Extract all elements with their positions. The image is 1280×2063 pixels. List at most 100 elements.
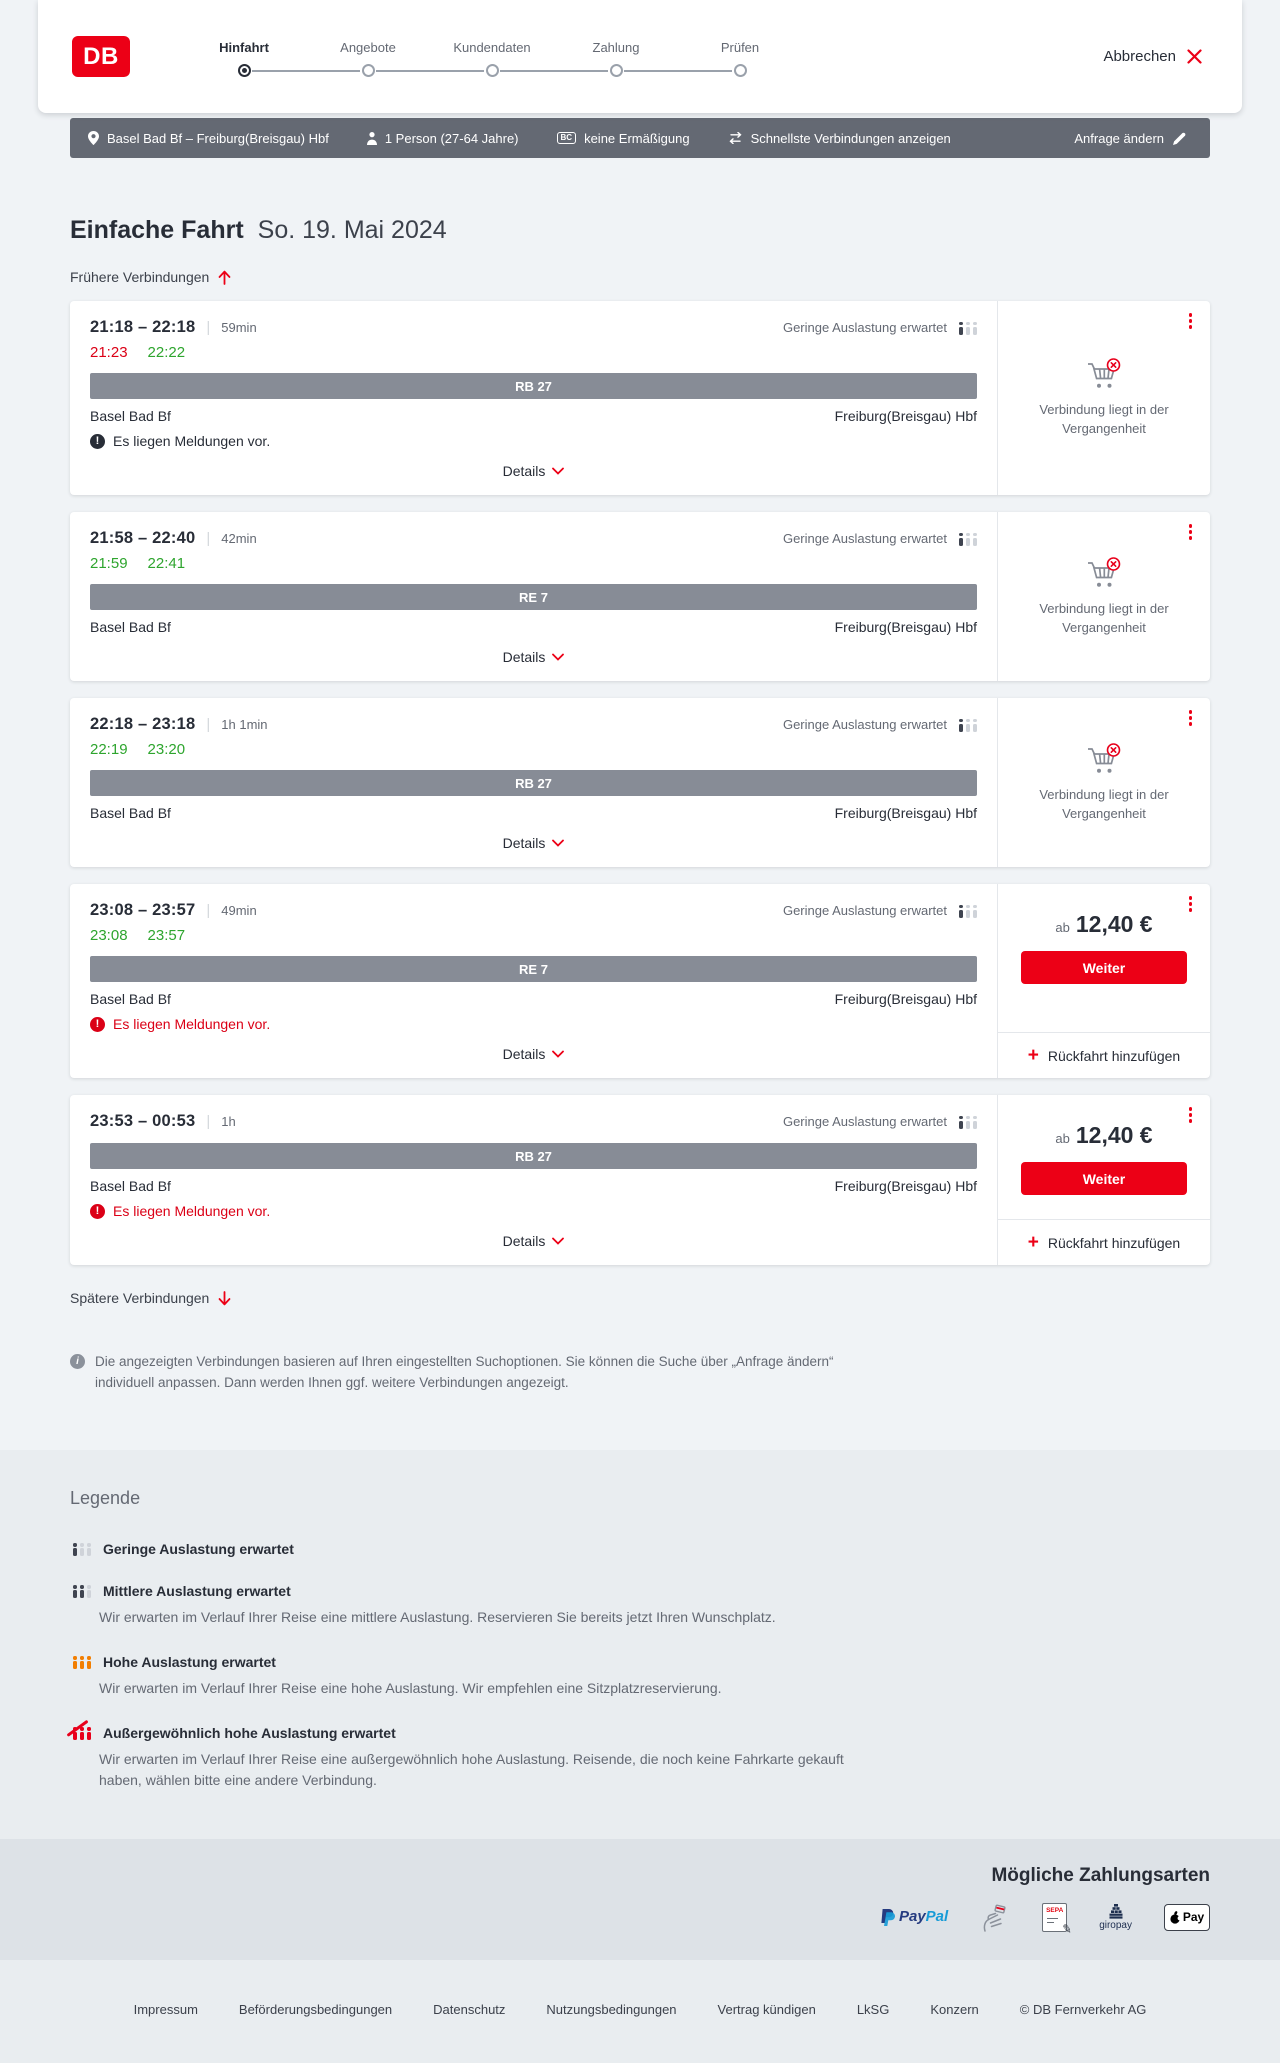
chevron-down-icon bbox=[552, 467, 565, 475]
kebab-menu-button[interactable] bbox=[1186, 521, 1196, 543]
past-connection-text: Verbindung liegt in der Vergangenheit bbox=[1039, 786, 1169, 821]
details-button[interactable]: Details bbox=[497, 831, 571, 855]
footer-link[interactable]: Konzern bbox=[930, 2001, 979, 2017]
plus-icon: + bbox=[1027, 1044, 1039, 1066]
occupancy-label: Geringe Auslastung erwartet bbox=[782, 531, 947, 546]
departure-station: Basel Bad Bf bbox=[90, 619, 171, 635]
service-message-text: Es liegen Meldungen vor. bbox=[113, 1203, 271, 1219]
service-message-text: Es liegen Meldungen vor. bbox=[113, 1016, 271, 1032]
details-button[interactable]: Details bbox=[497, 459, 571, 483]
footer-link[interactable]: Datenschutz bbox=[433, 2001, 506, 2017]
past-connection-note: Verbindung liegt in der Vergangenheit bbox=[998, 512, 1210, 681]
connection-time-range: 21:18 – 22:18 bbox=[90, 318, 196, 336]
connection-duration: 42min bbox=[221, 531, 257, 546]
connection-list: 21:18 – 22:18 | 59min Geringe Auslastung… bbox=[70, 301, 1210, 1265]
service-message-text: Es liegen Meldungen vor. bbox=[113, 433, 271, 449]
kebab-menu-button[interactable] bbox=[1186, 1104, 1196, 1126]
connection-side-panel: ab 12,40 € Weiter + Rückfahrt hinzufügen bbox=[997, 1095, 1210, 1265]
step-dot-icon bbox=[361, 64, 375, 77]
service-message: ! Es liegen Meldungen vor. bbox=[90, 433, 977, 449]
train-label: RE 7 bbox=[519, 589, 548, 605]
price-prefix: ab bbox=[1055, 1131, 1070, 1146]
train-line-bar: RB 27 bbox=[90, 770, 977, 796]
alert-icon: ! bbox=[90, 433, 105, 449]
actual-time: 21:23 bbox=[90, 344, 128, 361]
paypal-icon bbox=[881, 1908, 895, 1926]
connection-time-range: 23:08 – 23:57 bbox=[90, 901, 196, 919]
main-content: Einfache Fahrt So. 19. Mai 2024 Frühere … bbox=[0, 216, 1280, 1394]
connection-time-range: 22:18 – 23:18 bbox=[90, 715, 196, 733]
stepper-step[interactable]: Zahlung bbox=[554, 40, 732, 77]
add-return-button[interactable]: + Rückfahrt hinzufügen bbox=[1022, 1233, 1186, 1252]
edit-request-button[interactable]: Anfrage ändern bbox=[1068, 130, 1192, 147]
actual-time: 23:20 bbox=[147, 741, 186, 758]
stepper-step[interactable]: Kundendaten bbox=[430, 40, 608, 77]
edit-request-label: Anfrage ändern bbox=[1074, 130, 1164, 146]
step-label: Prüfen bbox=[720, 40, 760, 55]
route-text: Basel Bad Bf – Freiburg(Breisgau) Hbf bbox=[107, 130, 329, 146]
arrival-station: Freiburg(Breisgau) Hbf bbox=[834, 991, 977, 1007]
departure-station: Basel Bad Bf bbox=[90, 991, 171, 1007]
occupancy-icon bbox=[70, 1726, 91, 1740]
divider: | bbox=[206, 716, 211, 733]
journey-summary-bar: Basel Bad Bf – Freiburg(Breisgau) Hbf 1 … bbox=[70, 118, 1210, 158]
footer-link[interactable]: Beförderungsbedingungen bbox=[238, 2001, 393, 2017]
pencil-icon bbox=[1173, 132, 1186, 145]
past-connection-note: Verbindung liegt in der Vergangenheit bbox=[998, 301, 1210, 495]
passenger-text: 1 Person (27-64 Jahre) bbox=[384, 130, 519, 146]
legend-items: Geringe Auslastung erwartet Mittlere Aus… bbox=[70, 1541, 1210, 1791]
cart-unavailable-icon bbox=[1088, 742, 1121, 773]
chevron-down-icon bbox=[552, 839, 565, 847]
kebab-menu-button[interactable] bbox=[1186, 893, 1196, 915]
details-button[interactable]: Details bbox=[497, 645, 571, 669]
legend-item: Außergewöhnlich hohe Auslastung erwartet… bbox=[70, 1725, 1210, 1791]
arrival-station: Freiburg(Breisgau) Hbf bbox=[834, 805, 977, 821]
bahncard-icon: BC bbox=[556, 131, 577, 145]
legend-item-title: Hohe Auslastung erwartet bbox=[103, 1653, 276, 1670]
service-message: ! Es liegen Meldungen vor. bbox=[90, 1016, 977, 1032]
actual-time: 23:57 bbox=[147, 927, 186, 944]
info-icon: i bbox=[70, 1354, 85, 1369]
departure-station: Basel Bad Bf bbox=[90, 1178, 171, 1194]
cancel-button[interactable]: Abbrechen bbox=[1097, 47, 1208, 66]
step-dot-icon bbox=[485, 64, 499, 77]
stepper: Hinfahrt Angebote Kundendaten Zahlung Pr… bbox=[182, 40, 802, 77]
details-label: Details bbox=[502, 1233, 546, 1249]
kebab-menu-button[interactable] bbox=[1186, 310, 1196, 332]
chevron-down-icon bbox=[552, 1050, 565, 1058]
add-return-button[interactable]: + Rückfahrt hinzufügen bbox=[1022, 1046, 1186, 1065]
occupancy-icon bbox=[70, 1584, 91, 1598]
app-header: DB Hinfahrt Angebote Kundendaten Zahlung… bbox=[38, 0, 1242, 113]
location-pin-icon bbox=[88, 131, 99, 145]
connection-card: 23:08 – 23:57 | 49min Geringe Auslastung… bbox=[70, 884, 1210, 1078]
db-logo[interactable]: DB bbox=[72, 36, 130, 77]
continue-button[interactable]: Weiter bbox=[1021, 1162, 1187, 1195]
stepper-step[interactable]: Hinfahrt bbox=[182, 40, 360, 77]
occupancy-label: Geringe Auslastung erwartet bbox=[782, 717, 947, 732]
footer-link[interactable]: Vertrag kündigen bbox=[717, 2001, 816, 2017]
kebab-menu-button[interactable] bbox=[1186, 707, 1196, 729]
details-button[interactable]: Details bbox=[497, 1229, 571, 1253]
footer-link[interactable]: Impressum bbox=[133, 2001, 198, 2017]
stepper-step[interactable]: Angebote bbox=[306, 40, 484, 77]
footer-link[interactable]: LkSG bbox=[856, 2001, 890, 2017]
footer-link[interactable]: Nutzungsbedingungen bbox=[546, 2001, 677, 2017]
close-icon bbox=[1187, 49, 1202, 64]
earlier-connections-button[interactable]: Frühere Verbindungen bbox=[70, 269, 231, 285]
continue-button[interactable]: Weiter bbox=[1021, 951, 1187, 984]
occupancy-icon bbox=[956, 321, 977, 335]
occupancy-label: Geringe Auslastung erwartet bbox=[782, 320, 947, 335]
occupancy-icon bbox=[956, 532, 977, 546]
arrival-station: Freiburg(Breisgau) Hbf bbox=[834, 619, 977, 635]
later-connections-button[interactable]: Spätere Verbindungen bbox=[70, 1290, 231, 1306]
arrow-down-icon bbox=[218, 1290, 231, 1305]
details-button[interactable]: Details bbox=[497, 1042, 571, 1066]
legend-item: Hohe Auslastung erwartet Wir erwarten im… bbox=[70, 1654, 1210, 1699]
chevron-down-icon bbox=[552, 1237, 565, 1245]
legend-item-description: Wir erwarten im Verlauf Ihrer Reise eine… bbox=[99, 1608, 776, 1625]
alert-icon: ! bbox=[90, 1016, 105, 1032]
train-label: RB 27 bbox=[515, 1148, 552, 1164]
stepper-step[interactable]: Prüfen bbox=[678, 40, 802, 77]
later-connections-label: Spätere Verbindungen bbox=[70, 1290, 210, 1306]
earlier-connections-label: Frühere Verbindungen bbox=[70, 269, 210, 285]
